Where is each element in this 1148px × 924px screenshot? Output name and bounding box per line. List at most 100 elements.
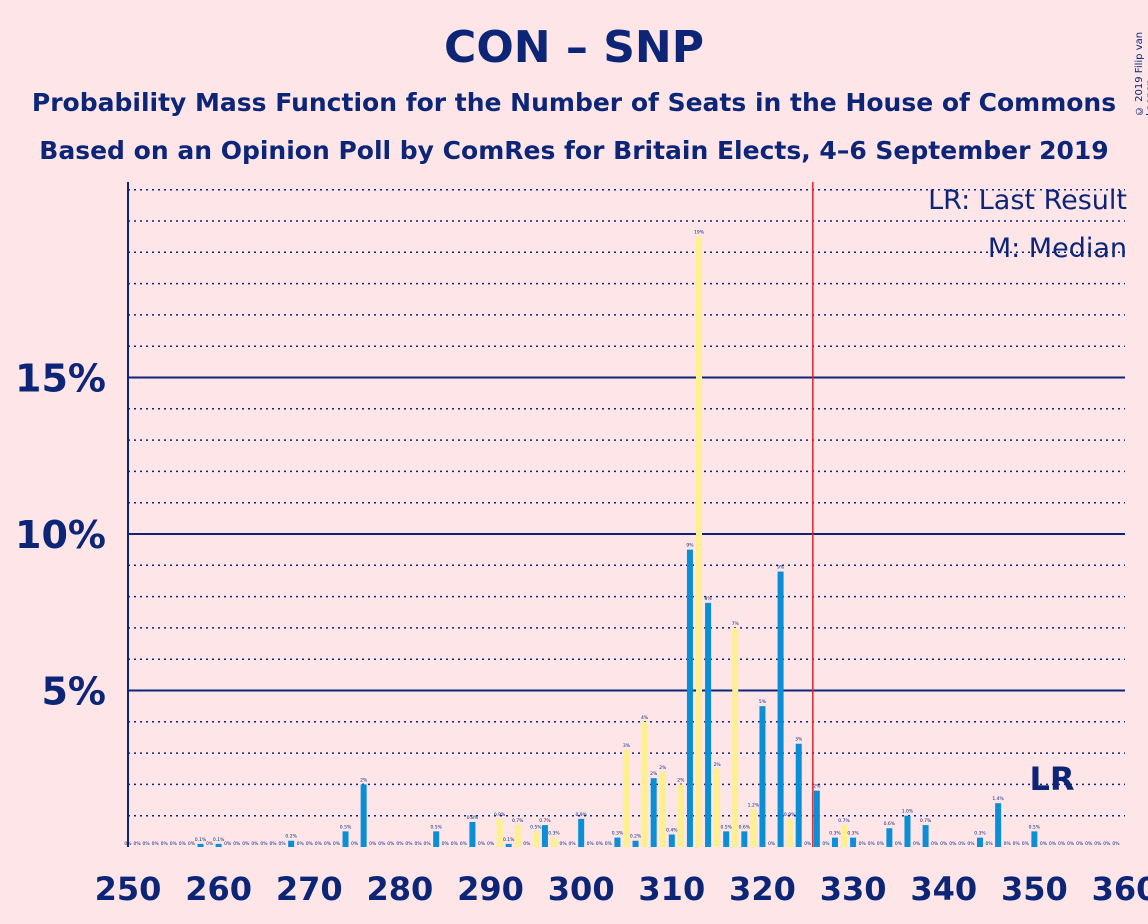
- x-tick-label: 260: [185, 870, 252, 908]
- bar-value-label: 0.7%: [539, 818, 551, 824]
- bar-value-label: 2%: [650, 771, 658, 777]
- bar: [886, 828, 893, 847]
- bar-value-label: 0.5%: [530, 824, 542, 830]
- bar: [641, 721, 648, 847]
- bar-value-label: 0%: [179, 841, 187, 847]
- bar-value-label: 0.4%: [666, 827, 678, 833]
- bar-value-label: 0.2%: [630, 834, 642, 840]
- bar-value-label: 0%: [451, 841, 459, 847]
- bar: [433, 831, 440, 847]
- bar-value-label: 2%: [677, 777, 685, 783]
- bar: [813, 790, 820, 847]
- bar-value-label: 0.9%: [784, 812, 796, 818]
- x-tick-label: 330: [820, 870, 887, 908]
- bar: [786, 818, 793, 847]
- bar-value-label: 4%: [641, 715, 649, 721]
- bar-value-label: 0.7%: [838, 818, 850, 824]
- bar-value-label: 0%: [442, 841, 450, 847]
- bar: [686, 549, 693, 847]
- bar-value-label: 1.0%: [902, 809, 914, 815]
- bar: [288, 840, 295, 847]
- bar-value-label: 0.1%: [213, 837, 225, 843]
- bar: [850, 837, 857, 847]
- bar: [714, 768, 721, 847]
- bar-value-label: 0%: [1049, 841, 1057, 847]
- chart-title: CON – SNP: [444, 22, 704, 73]
- bar-value-label: 0%: [260, 841, 268, 847]
- grid-lines: [128, 188, 1125, 817]
- bar-value-label: 0%: [333, 841, 341, 847]
- bar-value-label: 0%: [170, 841, 178, 847]
- x-tick-label: 310: [638, 870, 705, 908]
- bar-value-label: 0%: [152, 841, 160, 847]
- bar-value-label: 0%: [378, 841, 386, 847]
- x-tick-label: 320: [729, 870, 796, 908]
- bar-value-label: 0%: [967, 841, 975, 847]
- bar-value-label: 0%: [1085, 841, 1093, 847]
- bar: [1031, 831, 1038, 847]
- bar: [541, 825, 548, 847]
- bar-value-label: 2%: [659, 765, 667, 771]
- bar-value-label: 8%: [705, 596, 713, 602]
- bar-value-label: 0%: [1094, 841, 1102, 847]
- bar: [650, 778, 657, 847]
- axes: 5% 10% 15% 250 260 270 280 290 300 310 320 330 340 35…: [15, 182, 1148, 908]
- bar-value-label: 0.5%: [720, 824, 732, 830]
- bar: [578, 818, 585, 847]
- bar-value-label: 0%: [269, 841, 277, 847]
- chart-subtitle-source: Based on an Opinion Poll by ComRes for B…: [39, 136, 1109, 165]
- chart-subtitle: Probability Mass Function for the Number…: [31, 88, 1117, 117]
- bar-value-label: 0.1%: [195, 837, 207, 843]
- bar-value-label: 0%: [877, 841, 885, 847]
- bar-value-label: 0%: [868, 841, 876, 847]
- bar-value-label: 0%: [143, 841, 151, 847]
- bar-value-label: 0%: [804, 841, 812, 847]
- bar-value-label: 0%: [931, 841, 939, 847]
- x-tick-label: 350: [1001, 870, 1068, 908]
- x-tick-label: 360: [1092, 870, 1148, 908]
- bar-value-label: 0%: [369, 841, 377, 847]
- bar-value-label: 0%: [913, 841, 921, 847]
- bar-value-label: 0%: [279, 841, 287, 847]
- bar-value-label: 9%: [777, 565, 785, 571]
- bar-value-label: 0%: [487, 841, 495, 847]
- bar-value-label: 0%: [559, 841, 567, 847]
- bar: [750, 809, 757, 847]
- bar-value-label: 0%: [1022, 841, 1030, 847]
- bar-value-label: 0%: [242, 841, 250, 847]
- bar-value-label: 19%: [694, 230, 705, 236]
- bar: [976, 837, 983, 847]
- bar-value-label: 2%: [714, 762, 722, 768]
- bar-value-label: 0.7%: [920, 818, 932, 824]
- bar: [904, 815, 911, 847]
- bar-value-label: 0%: [161, 841, 169, 847]
- bar: [342, 831, 349, 847]
- bar-value-label: 0%: [1112, 841, 1120, 847]
- bar-value-label: 0.5%: [340, 824, 352, 830]
- bar-value-label: 0%: [523, 841, 531, 847]
- bar-value-label: 0%: [596, 841, 604, 847]
- bar-value-label: 0%: [251, 841, 259, 847]
- bar-value-label: 0%: [315, 841, 323, 847]
- bar-value-label: 0.3%: [974, 831, 986, 837]
- bar: [777, 571, 784, 847]
- y-tick-label: 15%: [15, 357, 106, 401]
- bar-value-label: 0%: [297, 841, 305, 847]
- bar-value-label: 0.3%: [829, 831, 841, 837]
- x-tick-label: 340: [910, 870, 977, 908]
- bar-value-label: 5%: [759, 699, 767, 705]
- bar-value-label: 2%: [360, 777, 368, 783]
- x-tick-label: 280: [367, 870, 434, 908]
- bar-value-label: 0%: [460, 841, 468, 847]
- bar-value-label: 0%: [1004, 841, 1012, 847]
- bar-value-label: 0.5%: [1029, 824, 1041, 830]
- bar-value-label: 0%: [985, 841, 993, 847]
- x-tick-label: 250: [95, 870, 162, 908]
- bar: [496, 818, 503, 847]
- bar-value-label: 0.3%: [548, 831, 560, 837]
- bar-value-label: 0%: [1058, 841, 1066, 847]
- bar-value-label: 0.5%: [430, 824, 442, 830]
- bar-value-label: 0%: [958, 841, 966, 847]
- bar-value-label: 0.2%: [285, 834, 297, 840]
- bar-value-label: 0.3%: [847, 831, 859, 837]
